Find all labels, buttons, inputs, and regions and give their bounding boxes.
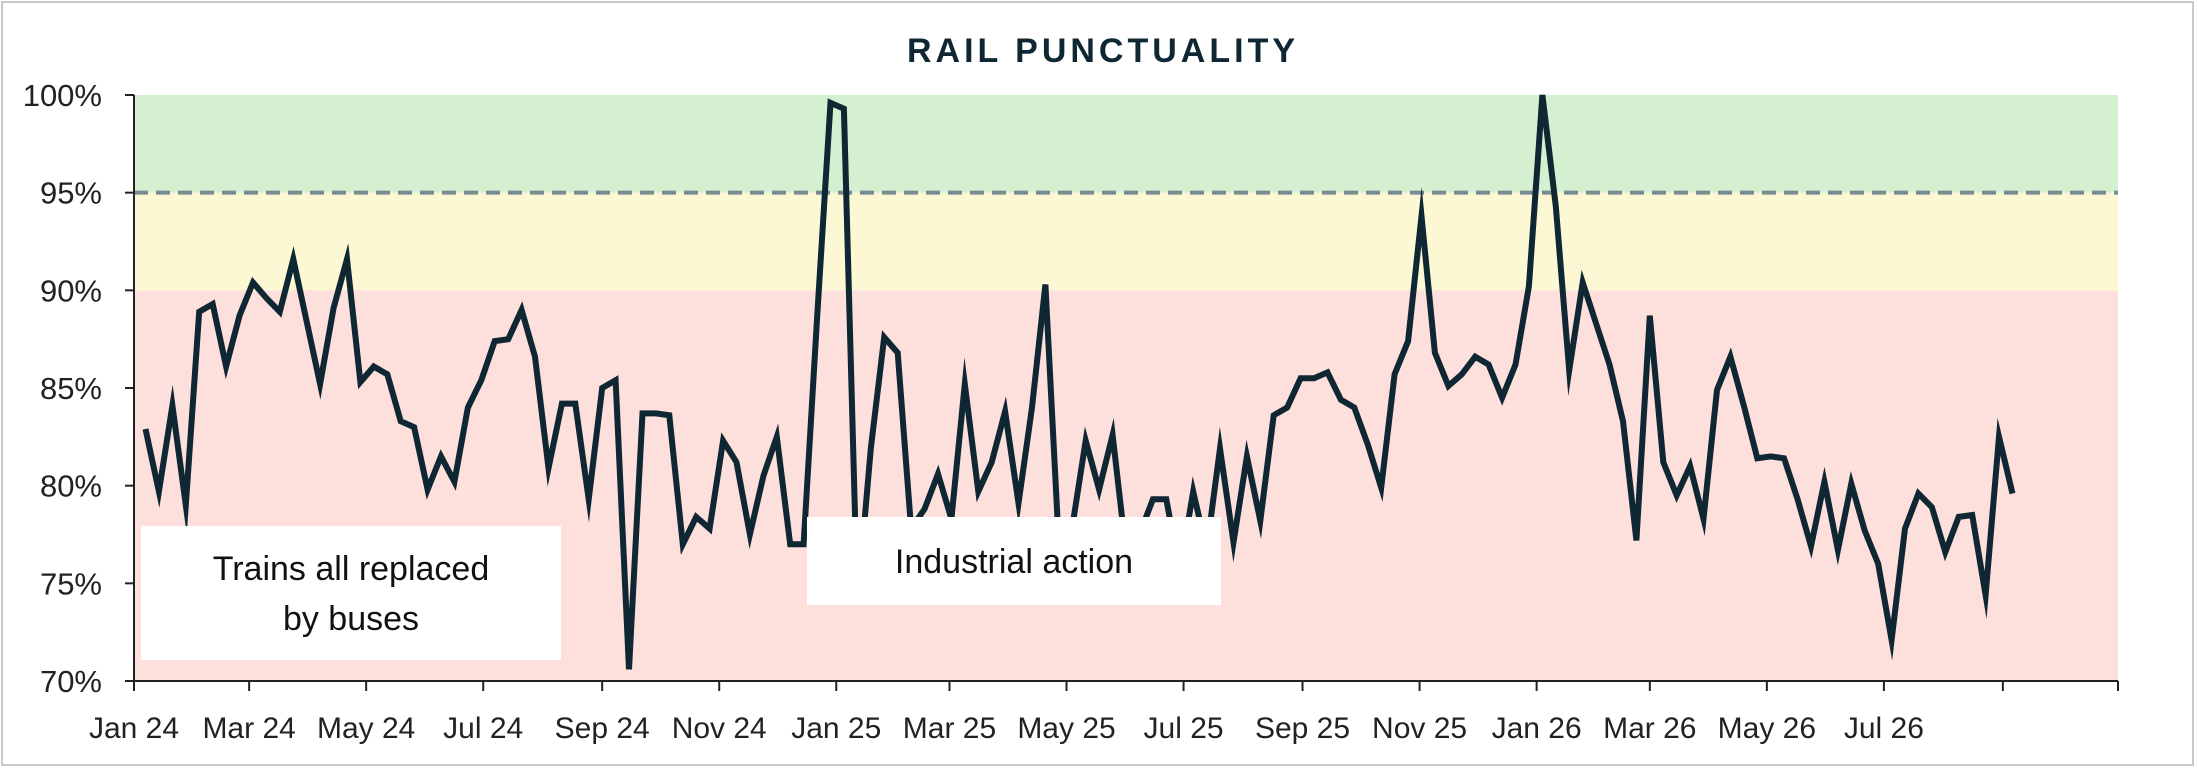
x-tick-label: Mar 25 bbox=[903, 712, 996, 745]
x-tick-label: Jan 26 bbox=[1492, 712, 1582, 745]
x-tick-label: Jul 25 bbox=[1144, 712, 1224, 745]
annotation-line: by buses bbox=[282, 600, 420, 638]
x-tick-label: Jan 24 bbox=[89, 712, 179, 745]
x-tick-label: Jul 24 bbox=[443, 712, 523, 745]
x-tick-label: Jul 26 bbox=[1844, 712, 1924, 745]
axes: 70% 75% 80% 85% 90% 95% 100% Jan 24 Mar 24 May 24… bbox=[23, 78, 2119, 745]
series-line bbox=[142, 94, 2016, 670]
series-layer bbox=[142, 94, 2016, 670]
x-tick-label: Mar 26 bbox=[1603, 712, 1696, 745]
x-tick-label: Mar 24 bbox=[202, 712, 295, 745]
y-tick-label: 85% bbox=[40, 371, 102, 406]
threshold-band bbox=[134, 192, 2118, 291]
y-tick-label: 80% bbox=[40, 469, 102, 504]
x-tick-label: Jan 25 bbox=[791, 712, 881, 745]
annotation-box: Trains all replaced by buses bbox=[141, 526, 561, 660]
x-tick-label: May 26 bbox=[1718, 712, 1816, 745]
chart-title: RAIL PUNCTUALITY bbox=[907, 32, 1299, 70]
y-tick-label: 100% bbox=[23, 78, 102, 113]
x-tick-label: Nov 24 bbox=[672, 712, 767, 745]
annotation-box: Industrial action bbox=[807, 517, 1221, 605]
x-tick-label: Sep 24 bbox=[555, 712, 650, 745]
threshold-band bbox=[134, 95, 2118, 193]
x-tick-label: May 25 bbox=[1017, 712, 1115, 745]
y-tick-label: 70% bbox=[40, 664, 102, 699]
y-tick-label: 95% bbox=[40, 176, 102, 211]
x-tick-label: May 24 bbox=[317, 712, 415, 745]
x-tick-label: Nov 25 bbox=[1372, 712, 1467, 745]
annotation-line: Trains all replaced bbox=[212, 550, 490, 588]
y-tick-label: 90% bbox=[40, 273, 102, 308]
x-tick-label: Sep 25 bbox=[1255, 712, 1350, 745]
y-tick-label: 75% bbox=[40, 566, 102, 601]
